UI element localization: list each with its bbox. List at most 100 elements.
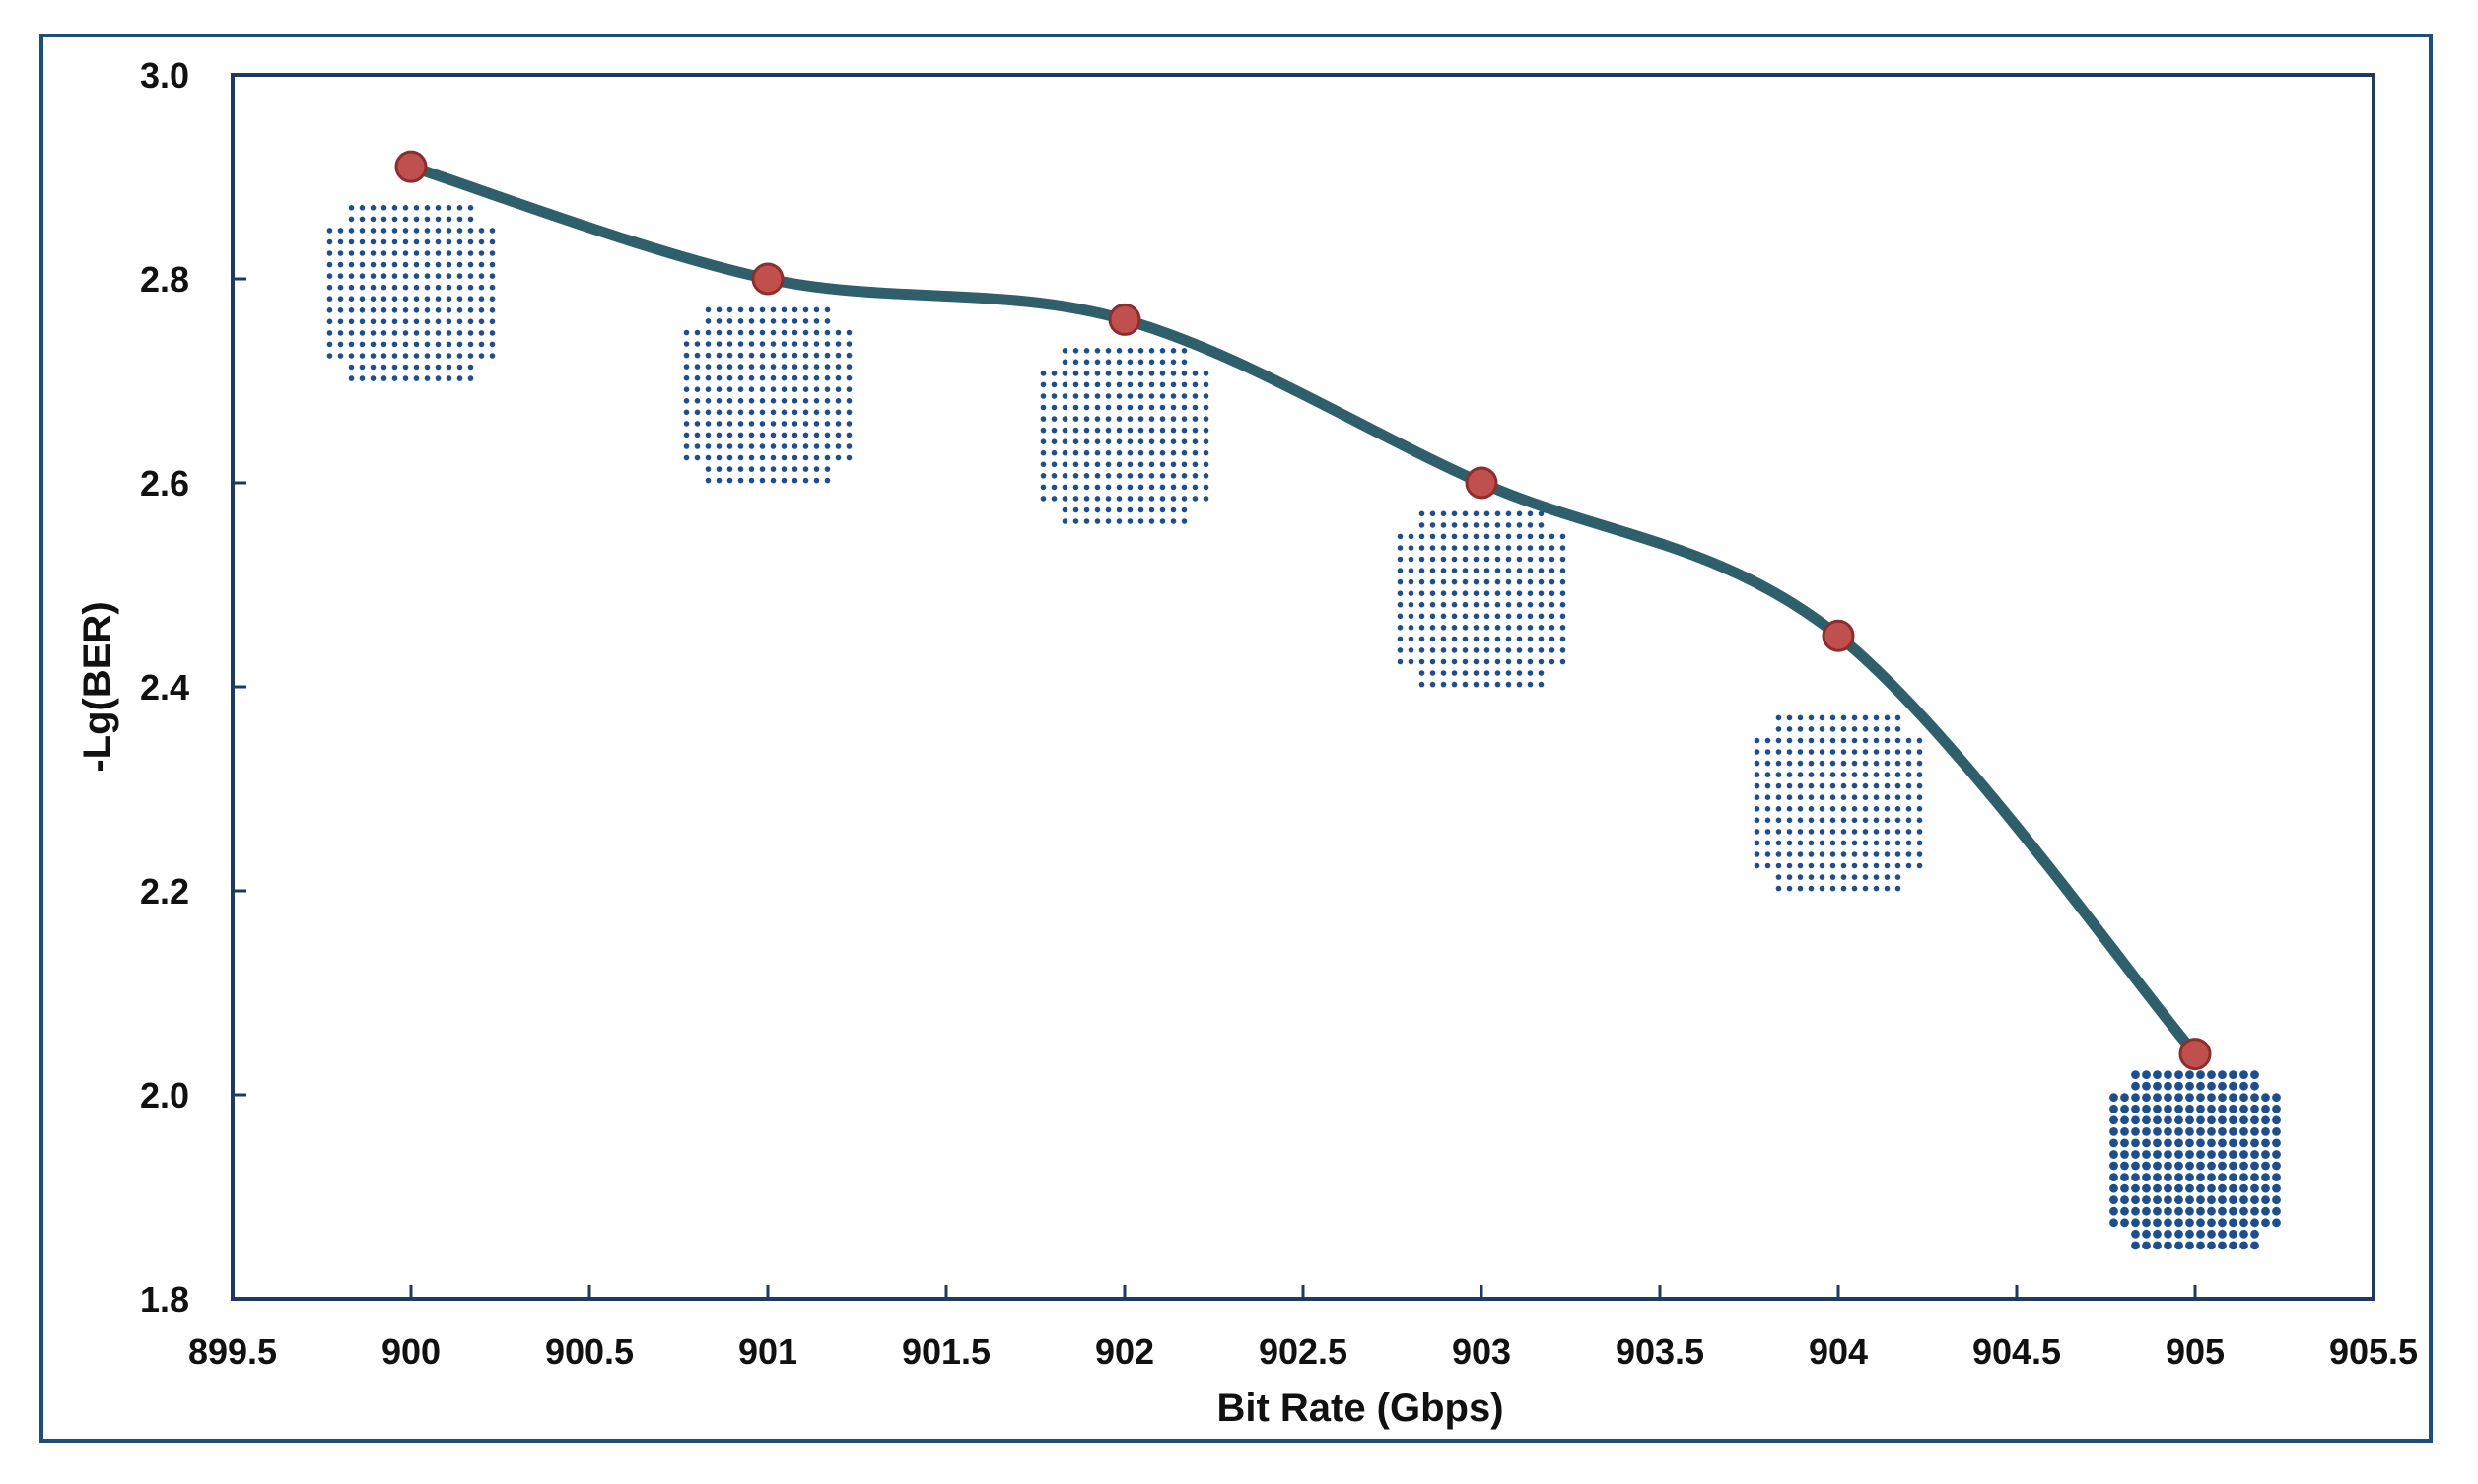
constellation-dot <box>1159 348 1166 354</box>
constellation-dot <box>1072 496 1079 502</box>
constellation-dot <box>1440 681 1447 688</box>
constellation-dot <box>1429 647 1436 653</box>
constellation-dot <box>1483 613 1490 620</box>
constellation-dot <box>1884 817 1891 824</box>
constellation-dot <box>1775 829 1782 835</box>
constellation-dot <box>1473 658 1480 665</box>
constellation-dot <box>1840 714 1847 721</box>
constellation-dot <box>1819 760 1825 767</box>
constellation-dot <box>1538 625 1545 631</box>
constellation-dot <box>2109 1173 2118 1181</box>
constellation-dot <box>770 454 777 461</box>
constellation-dot <box>337 261 344 268</box>
constellation-dot <box>446 216 452 223</box>
constellation-dot <box>1072 348 1079 354</box>
constellation-dot <box>489 330 496 336</box>
constellation-dot <box>705 306 712 313</box>
constellation-dot <box>1418 658 1425 665</box>
constellation-dot <box>1051 371 1058 376</box>
constellation-dot <box>1764 829 1771 835</box>
constellation-dot <box>2218 1115 2227 1125</box>
constellation-dot <box>2261 1115 2270 1125</box>
constellation-dot <box>705 329 712 336</box>
constellation-dot <box>1808 885 1815 892</box>
constellation-dot <box>1894 862 1901 869</box>
constellation-dot <box>759 318 766 324</box>
constellation-dot <box>1819 885 1825 892</box>
constellation-dot <box>1429 670 1436 676</box>
constellation-dot <box>737 409 744 416</box>
constellation-dot <box>835 409 842 416</box>
constellation-dot <box>1786 749 1793 755</box>
constellation-dot <box>1137 473 1144 479</box>
y-tick-label: 3.0 <box>140 55 189 96</box>
constellation-dot <box>2272 1138 2281 1148</box>
constellation-dot <box>716 341 723 347</box>
axis-ticks: 899.5 900 900.5 901 901.5 902 902.5 903 903.5 904… <box>140 55 2418 1372</box>
constellation-dot <box>1192 461 1199 468</box>
constellation-dot <box>1549 658 1555 665</box>
constellation-inset-1 <box>683 306 853 484</box>
constellation-dot <box>1829 714 1836 721</box>
constellation-dot <box>1916 782 1923 789</box>
constellation-dot <box>1505 510 1512 517</box>
constellation-dot <box>391 228 398 234</box>
constellation-dot <box>694 443 701 449</box>
constellation-dot <box>326 250 333 256</box>
constellation-dot <box>2120 1195 2129 1205</box>
constellation-dot <box>380 375 387 381</box>
constellation-dot <box>1851 726 1858 732</box>
constellation-dot <box>402 273 409 279</box>
data-point-902 <box>1108 303 1141 336</box>
constellation-dot <box>2218 1241 2227 1250</box>
constellation-dot <box>781 306 788 313</box>
constellation-dot <box>1808 782 1815 789</box>
constellation-dot <box>1429 658 1436 665</box>
constellation-dot <box>1148 496 1155 502</box>
constellation-dot <box>846 443 853 449</box>
constellation-dot <box>2120 1173 2129 1181</box>
constellation-dot <box>456 216 463 223</box>
constellation-dot <box>1884 782 1891 789</box>
constellation-dot <box>726 477 733 484</box>
constellation-dot <box>489 228 496 234</box>
constellation-dot <box>348 330 355 336</box>
constellation-dot <box>2239 1206 2248 1216</box>
constellation-dot <box>1040 496 1047 502</box>
constellation-dot <box>2109 1218 2118 1228</box>
constellation-dot <box>1203 449 1209 456</box>
constellation-dot <box>1203 371 1209 376</box>
constellation-dot <box>370 228 377 234</box>
constellation-dot <box>1851 714 1858 721</box>
constellation-dot <box>1775 737 1782 744</box>
constellation-dot <box>737 329 744 336</box>
constellation-dot <box>2120 1150 2129 1159</box>
constellation-dot <box>1062 381 1068 388</box>
constellation-dot <box>802 329 809 336</box>
constellation-dot <box>1083 438 1090 445</box>
constellation-dot <box>1440 533 1447 540</box>
constellation-dot <box>1538 578 1545 585</box>
constellation-dot <box>2120 1115 2129 1125</box>
constellation-dot <box>1105 381 1112 388</box>
constellation-dot <box>446 205 452 211</box>
constellation-dot <box>1451 658 1458 665</box>
constellation-dot <box>2185 1081 2194 1091</box>
constellation-dot <box>846 409 853 416</box>
constellation-dot <box>1116 518 1123 524</box>
constellation-dot <box>1538 590 1545 596</box>
constellation-dot <box>748 398 755 404</box>
constellation-dot <box>1516 556 1523 563</box>
constellation-dot <box>359 273 366 279</box>
constellation-dot <box>391 307 398 313</box>
constellation-dot <box>1840 794 1847 800</box>
constellation-dot <box>413 364 420 371</box>
constellation-dot <box>1127 484 1134 491</box>
constellation-dot <box>1829 760 1836 767</box>
constellation-dot <box>1127 427 1134 434</box>
constellation-dot <box>716 432 723 438</box>
constellation-dot <box>326 261 333 268</box>
constellation-dot <box>1797 885 1804 892</box>
constellation-dot <box>2131 1115 2140 1125</box>
constellation-dot <box>2153 1138 2162 1148</box>
